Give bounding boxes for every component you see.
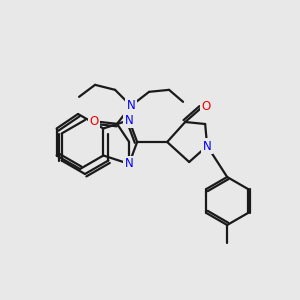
Text: O: O bbox=[202, 100, 211, 113]
Text: O: O bbox=[89, 115, 99, 128]
Text: N: N bbox=[203, 140, 212, 152]
Text: N: N bbox=[125, 114, 134, 127]
Text: N: N bbox=[125, 157, 134, 170]
Text: N: N bbox=[127, 99, 135, 112]
